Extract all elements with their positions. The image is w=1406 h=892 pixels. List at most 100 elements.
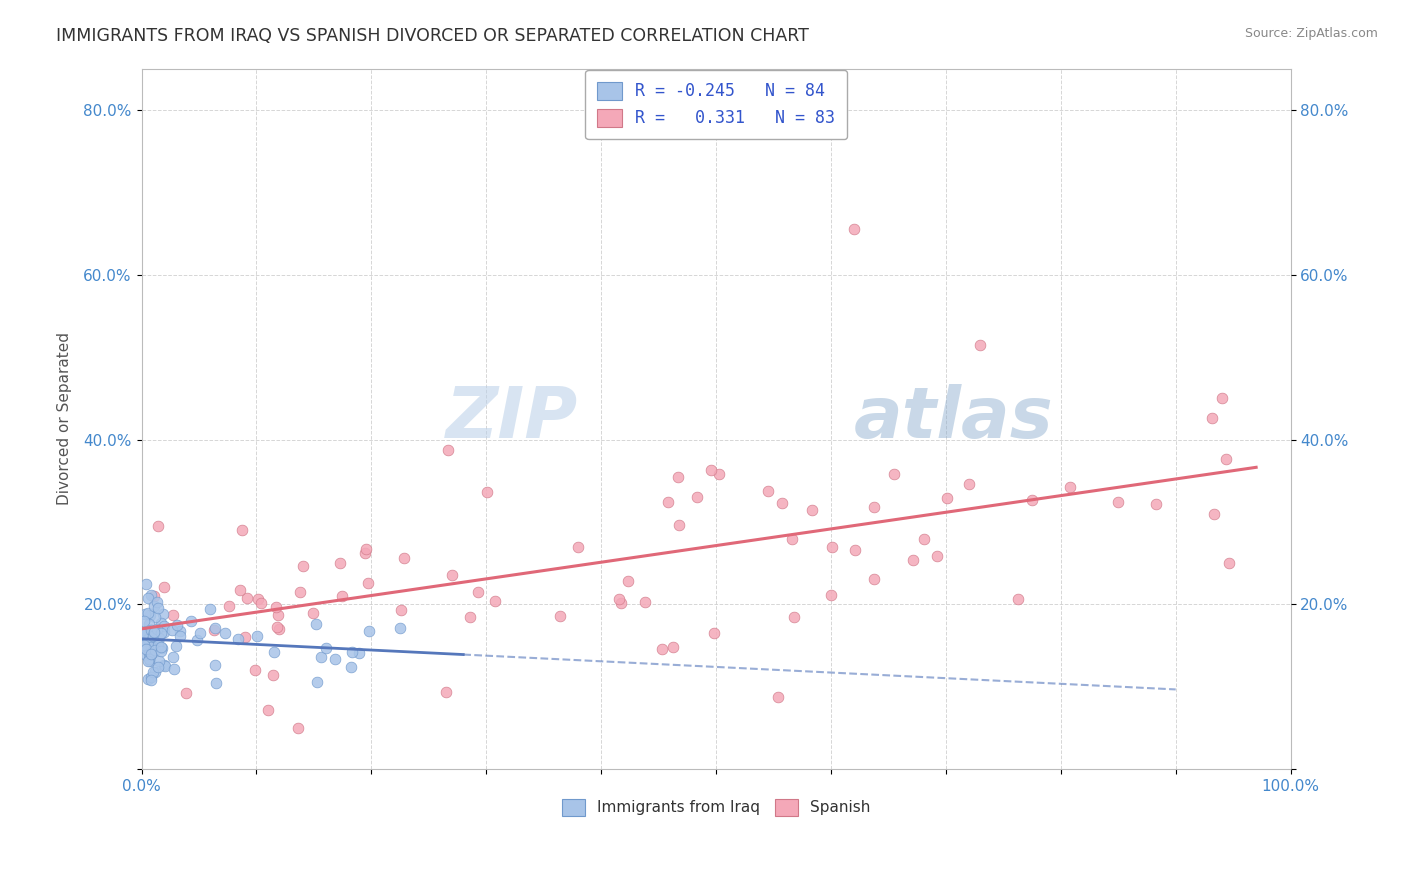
Point — [146, 640, 169, 654]
Point — [842, 222, 865, 236]
Point — [142, 665, 165, 679]
Point — [139, 647, 162, 661]
Point — [136, 672, 159, 686]
Point — [1107, 495, 1129, 509]
Point — [709, 467, 731, 481]
Point — [235, 591, 257, 605]
Point — [1215, 452, 1237, 467]
Point — [143, 665, 166, 679]
Point — [1059, 480, 1081, 494]
Point — [484, 594, 506, 608]
Point — [204, 622, 226, 636]
Point — [143, 639, 166, 653]
Point — [148, 519, 170, 533]
Point — [302, 606, 325, 620]
Point — [169, 624, 191, 638]
Point — [150, 625, 173, 640]
Point — [169, 629, 191, 643]
Point — [340, 659, 363, 673]
Point — [153, 658, 176, 673]
Point — [883, 467, 905, 482]
Point — [245, 663, 267, 677]
Point — [139, 654, 162, 668]
Text: Source: ZipAtlas.com: Source: ZipAtlas.com — [1244, 27, 1378, 40]
Point — [138, 646, 160, 660]
Point — [142, 638, 165, 652]
Point — [174, 686, 197, 700]
Point — [218, 599, 240, 613]
Point — [143, 610, 166, 624]
Point — [354, 541, 377, 556]
Point — [1204, 507, 1226, 521]
Point — [146, 622, 169, 636]
Point — [143, 599, 166, 613]
Point — [148, 660, 170, 674]
Point — [434, 685, 457, 699]
Point — [136, 632, 159, 646]
Text: ZIP: ZIP — [446, 384, 578, 453]
Point — [202, 624, 225, 638]
Point — [135, 642, 157, 657]
Point — [136, 606, 159, 620]
Point — [257, 703, 280, 717]
Point — [1201, 411, 1223, 425]
Point — [245, 629, 267, 643]
Point — [139, 646, 162, 660]
Point — [388, 621, 411, 635]
Point — [477, 485, 499, 500]
Point — [247, 592, 270, 607]
Point — [141, 670, 163, 684]
Point — [131, 627, 153, 641]
Point — [229, 582, 252, 597]
Point — [969, 337, 991, 351]
Point — [267, 623, 290, 637]
Point — [205, 675, 228, 690]
Point — [136, 633, 159, 648]
Y-axis label: Divorced or Separated: Divorced or Separated — [58, 333, 72, 506]
Point — [389, 603, 412, 617]
Point — [165, 640, 187, 654]
Point — [821, 540, 844, 554]
Text: IMMIGRANTS FROM IRAQ VS SPANISH DIVORCED OR SEPARATED CORRELATION CHART: IMMIGRANTS FROM IRAQ VS SPANISH DIVORCED… — [56, 27, 808, 45]
Point — [657, 495, 679, 509]
Point — [145, 595, 167, 609]
Point — [148, 655, 170, 669]
Point — [134, 607, 156, 621]
Point — [138, 652, 160, 666]
Text: atlas: atlas — [853, 384, 1053, 453]
Point — [651, 642, 673, 657]
Point — [783, 609, 806, 624]
Point — [287, 721, 309, 735]
Point — [233, 630, 256, 644]
Point — [927, 549, 949, 563]
Point — [356, 576, 378, 591]
Point — [188, 626, 211, 640]
Point — [142, 629, 165, 643]
Point — [609, 596, 631, 610]
Point — [305, 674, 328, 689]
Point — [152, 624, 174, 639]
Point — [141, 623, 163, 637]
Point — [290, 584, 312, 599]
Point — [142, 626, 165, 640]
Point — [266, 620, 288, 634]
Point — [263, 645, 285, 659]
Point — [204, 657, 226, 672]
Point — [957, 477, 980, 491]
Point — [231, 523, 253, 537]
Point — [903, 553, 925, 567]
Point — [329, 557, 352, 571]
Point — [180, 614, 202, 628]
Point — [163, 661, 186, 675]
Point — [162, 607, 184, 622]
Point — [135, 648, 157, 663]
Point — [768, 690, 790, 705]
Point — [152, 580, 174, 594]
Point — [662, 640, 685, 655]
Point — [150, 615, 173, 630]
Point — [703, 626, 725, 640]
Point — [1144, 497, 1167, 511]
Point — [1021, 492, 1043, 507]
Point — [139, 647, 162, 661]
Point — [160, 623, 183, 637]
